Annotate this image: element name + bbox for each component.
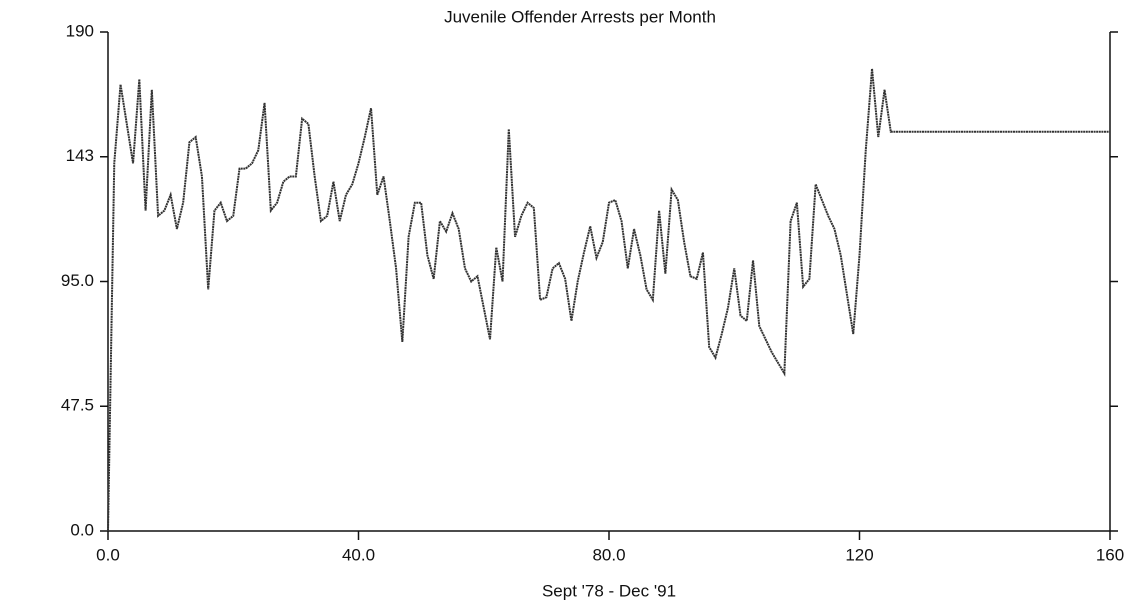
x-tick-label: 80.0 [592, 545, 625, 564]
data-line [107, 68, 1110, 532]
x-tick-label: 160 [1096, 545, 1124, 564]
x-tick-label: 0.0 [96, 545, 120, 564]
x-axis-label: Sept '78 - Dec '91 [542, 581, 676, 600]
y-tick-label: 95.0 [61, 271, 94, 290]
y-tick-label: 143 [66, 146, 94, 165]
x-tick-label: 40.0 [342, 545, 375, 564]
y-tick-label: 190 [66, 21, 94, 40]
y-tick-label: 0.0 [70, 520, 94, 539]
y-tick-label: 47.5 [61, 396, 94, 415]
chart-title: Juvenile Offender Arrests per Month [444, 7, 716, 26]
x-tick-label: 120 [845, 545, 873, 564]
